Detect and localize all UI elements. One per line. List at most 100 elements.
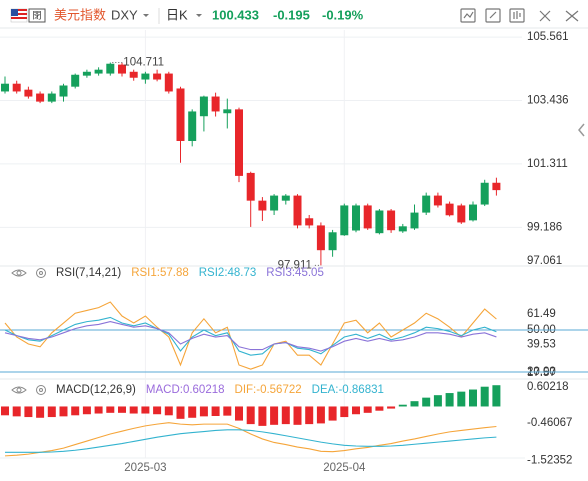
candle-body bbox=[246, 172, 255, 201]
candle-body bbox=[363, 205, 372, 229]
y-tick-label: 97.061 bbox=[527, 255, 562, 267]
histogram-bar bbox=[12, 406, 21, 417]
candle-body bbox=[316, 225, 325, 251]
histogram-bar bbox=[235, 406, 243, 421]
candle-body bbox=[118, 64, 126, 74]
histogram-bar bbox=[71, 406, 80, 416]
candle-body bbox=[480, 182, 489, 205]
indicator-title: MACD(12,26,9) bbox=[56, 384, 136, 396]
histogram-bar bbox=[270, 406, 279, 425]
candle-body bbox=[211, 96, 220, 112]
max-label: 104.711 bbox=[123, 57, 164, 69]
candle-body bbox=[36, 93, 45, 102]
candle-body bbox=[235, 109, 243, 176]
candle-body bbox=[305, 218, 314, 226]
histogram-bar bbox=[480, 386, 489, 407]
histogram-bar bbox=[316, 406, 325, 424]
period-dropdown[interactable] bbox=[196, 14, 202, 17]
candle-body bbox=[1, 83, 9, 92]
histogram-bar bbox=[492, 385, 501, 407]
candle-body bbox=[293, 195, 302, 226]
histogram-bar bbox=[457, 391, 466, 407]
x-tick-label: 2025-04 bbox=[323, 462, 366, 474]
symbol-flag: 閉 bbox=[10, 8, 46, 23]
histogram-bar bbox=[36, 406, 45, 418]
x-tick-label: 2025-03 bbox=[124, 462, 166, 474]
toolbar-icons[interactable] bbox=[460, 8, 579, 23]
histogram-bar bbox=[328, 406, 337, 421]
legend-entry: RSI1:57.88 bbox=[131, 267, 189, 279]
candle-body bbox=[281, 195, 290, 201]
candle-body bbox=[398, 226, 407, 232]
indicator-line bbox=[4, 321, 497, 352]
legend-entry: RSI3:45.05 bbox=[266, 267, 324, 279]
candle-body bbox=[445, 203, 454, 216]
y-tick-label: 101.311 bbox=[527, 158, 568, 170]
y-tick-label: -1.52352 bbox=[527, 454, 572, 466]
candle-body bbox=[340, 205, 349, 236]
candle-body bbox=[82, 71, 91, 76]
candle-body bbox=[129, 71, 138, 78]
candle-body bbox=[258, 200, 267, 211]
candle-body bbox=[12, 83, 21, 92]
candle-body bbox=[223, 109, 232, 114]
candle-body bbox=[59, 85, 68, 97]
candle-body bbox=[141, 73, 150, 80]
histogram-bar bbox=[387, 406, 396, 409]
candle-body bbox=[176, 88, 185, 141]
histogram-bar bbox=[1, 406, 9, 416]
histogram-bar bbox=[363, 406, 372, 413]
symbol-code[interactable]: DXY bbox=[111, 7, 138, 22]
histogram-bar bbox=[375, 406, 384, 411]
candle-body bbox=[433, 195, 442, 206]
period[interactable]: 日K bbox=[166, 7, 188, 22]
candle-body bbox=[375, 210, 384, 234]
histogram-bar bbox=[94, 406, 103, 414]
indicator-title: RSI(7,14,21) bbox=[56, 267, 121, 279]
y-tick-label: 39.53 bbox=[527, 339, 556, 351]
candle-body bbox=[164, 73, 173, 92]
candle-body bbox=[410, 212, 419, 229]
histogram-bar bbox=[340, 406, 349, 418]
histogram-bar bbox=[153, 406, 162, 415]
symbol-name: 美元指数 bbox=[54, 7, 106, 22]
histogram-bar bbox=[59, 406, 68, 417]
histogram-bar bbox=[398, 404, 407, 407]
candle-body bbox=[24, 89, 33, 97]
histogram-bar bbox=[281, 406, 290, 425]
y-tick-label: 61.49 bbox=[527, 308, 556, 320]
y-tick-label: 0.60218 bbox=[527, 381, 569, 393]
histogram-bar bbox=[469, 389, 477, 407]
candle-body bbox=[422, 195, 431, 213]
histogram-bar bbox=[352, 406, 360, 415]
collapse-arrow[interactable] bbox=[578, 123, 585, 137]
histogram-bar bbox=[118, 406, 126, 413]
histogram-bar bbox=[246, 406, 255, 425]
candle-body bbox=[352, 205, 360, 231]
histogram-bar bbox=[223, 406, 232, 416]
indicator-line bbox=[4, 422, 497, 457]
histogram-bar bbox=[164, 406, 173, 416]
y-tick-label: 103.436 bbox=[527, 95, 569, 107]
histogram-bar bbox=[293, 406, 302, 425]
histogram-bar bbox=[188, 406, 197, 418]
candle-body bbox=[188, 111, 197, 141]
symbol-dropdown[interactable] bbox=[143, 14, 149, 17]
histogram-bar bbox=[176, 406, 185, 419]
indicator-icons[interactable] bbox=[11, 268, 46, 395]
histogram-bar bbox=[24, 406, 33, 418]
legend-entry: RSI2:48.73 bbox=[199, 267, 257, 279]
price-change-pct: -0.19% bbox=[322, 7, 364, 22]
y-tick-label: 17.57 bbox=[527, 367, 556, 379]
histogram-bar bbox=[199, 406, 208, 417]
histogram-bar bbox=[106, 406, 115, 413]
svg-text:閉: 閉 bbox=[32, 10, 41, 20]
histogram-bar bbox=[305, 406, 314, 425]
histogram-bar bbox=[211, 406, 220, 416]
histogram-bar bbox=[433, 395, 442, 407]
histogram-bar bbox=[422, 397, 431, 407]
histogram-bar bbox=[258, 406, 267, 426]
last-price: 100.433 bbox=[212, 7, 259, 22]
candle-body bbox=[106, 63, 115, 74]
